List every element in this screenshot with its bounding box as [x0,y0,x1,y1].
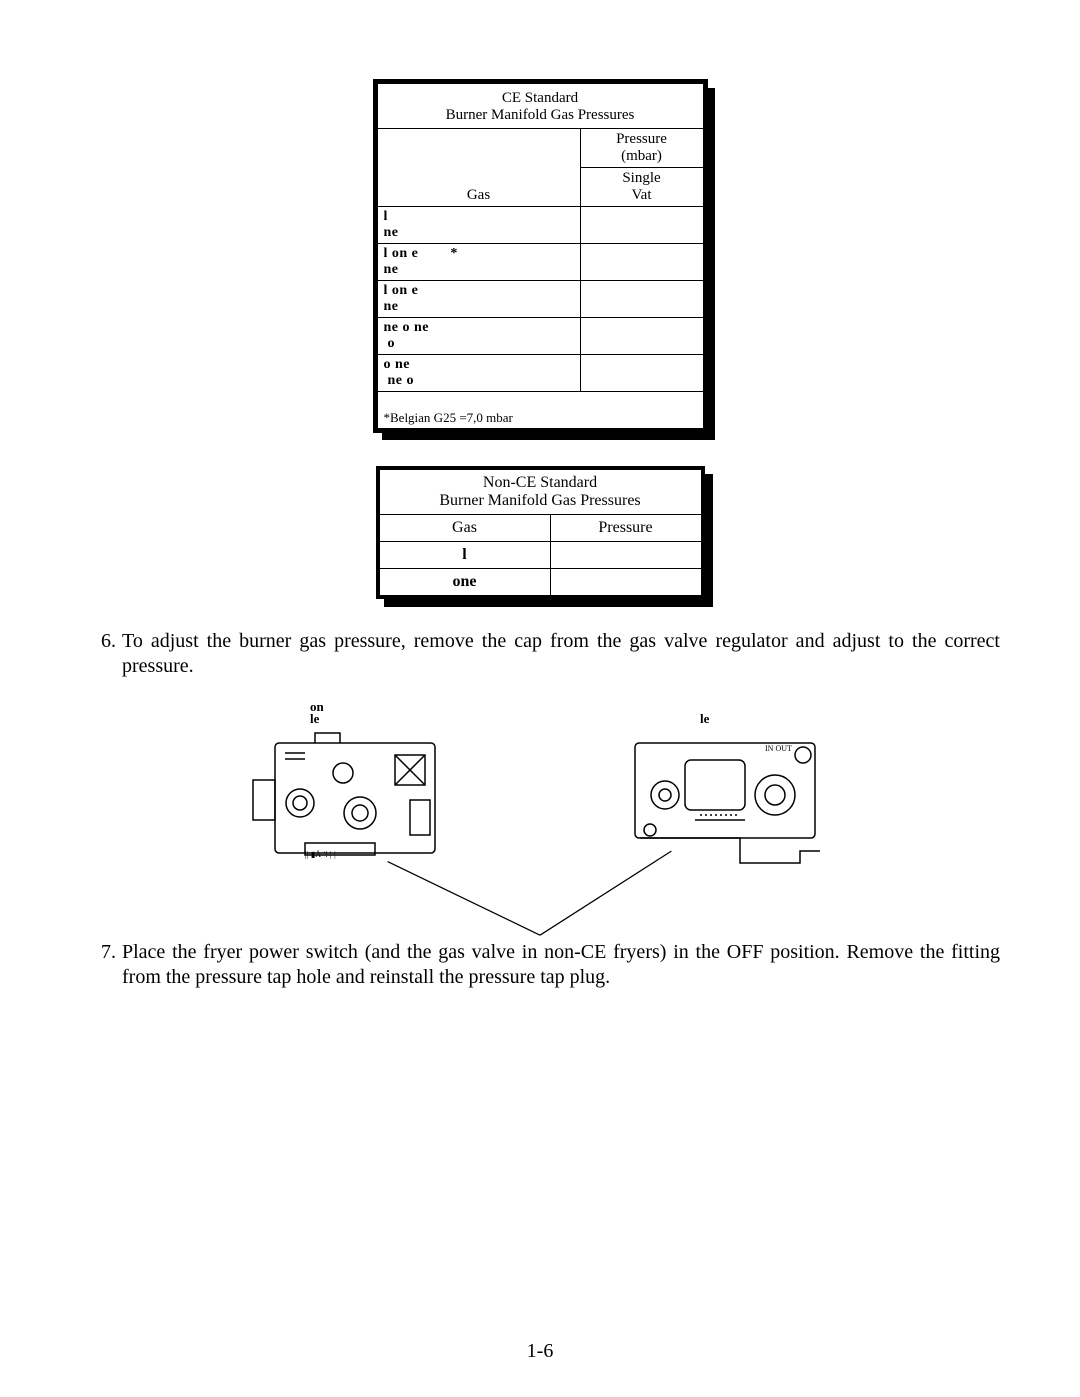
ce-row-p [580,281,705,318]
svg-text:IN OUT: IN OUT [765,744,792,753]
ce-col-p2: (mbar) [621,148,662,164]
nonce-row-p [550,569,703,598]
nonce-col-p: Pressure [550,515,703,542]
ce-col-p3: Single [622,170,660,186]
ce-col-p4: Vat [632,187,652,203]
nonce-table: Non-CE Standard Burner Manifold Gas Pres… [376,466,705,599]
nonce-title: Non-CE Standard Burner Manifold Gas Pres… [378,468,703,515]
valve-figure: on le le [80,699,1000,870]
ce-title: CE Standard Burner Manifold Gas Pressure… [376,82,705,129]
ce-row-p [580,318,705,355]
ce-row-gas: l on e ne [376,281,581,318]
ce-row-p [580,207,705,244]
nonce-title-2: Burner Manifold Gas Pressures [439,492,640,509]
ce-col-p1: Pressure [616,131,667,147]
nonce-row-p [550,542,703,569]
ce-row-gas: l on e * ne [376,244,581,281]
nonce-row-gas: l [378,542,551,569]
ce-table-container: CE Standard Burner Manifold Gas Pressure… [80,80,1000,432]
nonce-table-container: Non-CE Standard Burner Manifold Gas Pres… [80,466,1000,599]
ce-row-p [580,244,705,281]
nonce-table-shadow: Non-CE Standard Burner Manifold Gas Pres… [376,466,705,599]
nonce-col-gas: Gas [378,515,551,542]
svg-text:||-▮Å-'! |-|: ||-▮Å-'! |-| [305,850,336,859]
ce-row-gas: l ne [376,207,581,244]
ce-table-shadow: CE Standard Burner Manifold Gas Pressure… [374,80,707,432]
ce-title-line1: CE Standard [502,90,578,106]
para6-text: To adjust the burner gas pressure, remov… [122,629,1000,679]
ce-col-single: Single Vat [580,168,705,207]
page-number: 1-6 [0,1340,1080,1363]
para7-num: 7. [80,940,122,990]
paragraph-7: 7. Place the fryer power switch (and the… [80,940,1000,990]
ce-row-gas: ne o ne o [376,318,581,355]
ce-table: CE Standard Burner Manifold Gas Pressure… [374,80,707,432]
ce-title-line2: Burner Manifold Gas Pressures [446,107,635,123]
para6-num: 6. [80,629,122,679]
ce-row-p [580,355,705,392]
ce-col-gas: Gas [376,129,581,207]
ce-row-gas: o ne ne o [376,355,581,392]
paragraph-6: 6. To adjust the burner gas pressure, re… [80,629,1000,679]
valve-left-diagram: ||-▮Å-'! |-| [245,725,455,870]
valve-right-diagram: IN OUT [625,725,835,870]
valve-row: ||-▮Å-'! |-| IN OUT [230,725,850,870]
ce-col-pressure: Pressure (mbar) [580,129,705,168]
ce-footnote: *Belgian G25 =7,0 mbar [376,392,705,431]
nonce-title-1: Non-CE Standard [483,474,597,491]
nonce-row-gas: one [378,569,551,598]
para7-text: Place the fryer power switch (and the ga… [122,940,1000,990]
fig-labels: on le le [230,699,850,719]
